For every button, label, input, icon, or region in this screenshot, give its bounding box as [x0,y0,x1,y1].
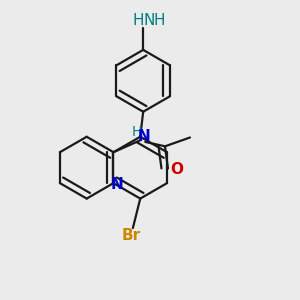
Text: N: N [143,13,155,28]
Text: O: O [170,162,183,177]
Text: N: N [111,177,124,192]
Text: Br: Br [122,228,141,243]
Text: H: H [132,125,142,139]
Text: H: H [154,13,165,28]
Text: H: H [132,13,144,28]
Text: N: N [137,128,150,143]
